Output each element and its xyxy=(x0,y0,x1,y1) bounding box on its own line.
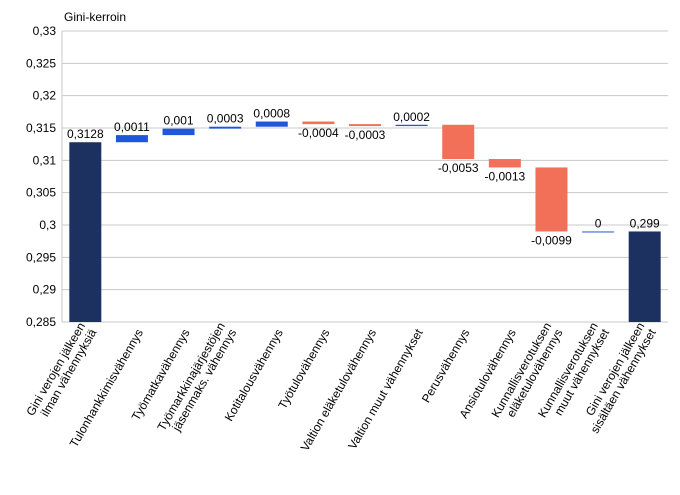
y-tick-label: 0,285 xyxy=(26,315,56,329)
bar xyxy=(442,124,475,160)
x-tick-label: Perusvähennys xyxy=(419,327,472,406)
value-label: 0,3128 xyxy=(67,127,104,141)
y-tick-label: 0,3 xyxy=(39,218,56,232)
bar xyxy=(582,231,615,233)
value-label: 0,0002 xyxy=(393,110,430,124)
y-tick-label: 0,29 xyxy=(33,283,57,297)
x-tick-label: Työtulovähennys xyxy=(275,327,332,412)
bar xyxy=(115,135,148,143)
bar xyxy=(255,121,288,127)
y-tick-label: 0,305 xyxy=(26,186,56,200)
y-axis-label: Gini-kerroin xyxy=(64,10,126,24)
bar xyxy=(535,167,568,232)
bar xyxy=(69,142,102,322)
y-tick-label: 0,33 xyxy=(33,24,57,38)
value-label: 0,0008 xyxy=(253,107,290,121)
bar xyxy=(349,124,381,127)
value-label: 0,0003 xyxy=(207,112,244,126)
value-label: 0,299 xyxy=(630,216,660,230)
y-tick-label: 0,325 xyxy=(26,56,56,70)
value-label: -0,0013 xyxy=(484,169,525,183)
bar xyxy=(209,126,242,129)
bar xyxy=(395,124,428,127)
value-label: 0 xyxy=(595,216,602,230)
value-label: -0,0053 xyxy=(438,161,479,175)
value-label: 0,001 xyxy=(164,114,194,128)
y-tick-label: 0,32 xyxy=(33,89,57,103)
y-tick-label: 0,295 xyxy=(26,250,56,264)
bar xyxy=(302,121,335,125)
y-tick-label: 0,31 xyxy=(33,153,57,167)
value-label: -0,0003 xyxy=(345,128,386,142)
bar xyxy=(628,231,661,322)
bar xyxy=(162,128,195,136)
y-tick-label: 0,315 xyxy=(26,121,56,135)
bar xyxy=(488,159,521,168)
value-label: 0,0011 xyxy=(114,120,150,134)
value-label: -0,0004 xyxy=(298,126,339,140)
x-tick-label: Työmarkkinajärjestöjenjäsenmaks. vähenny… xyxy=(154,320,239,440)
value-label: -0,0099 xyxy=(531,233,572,247)
